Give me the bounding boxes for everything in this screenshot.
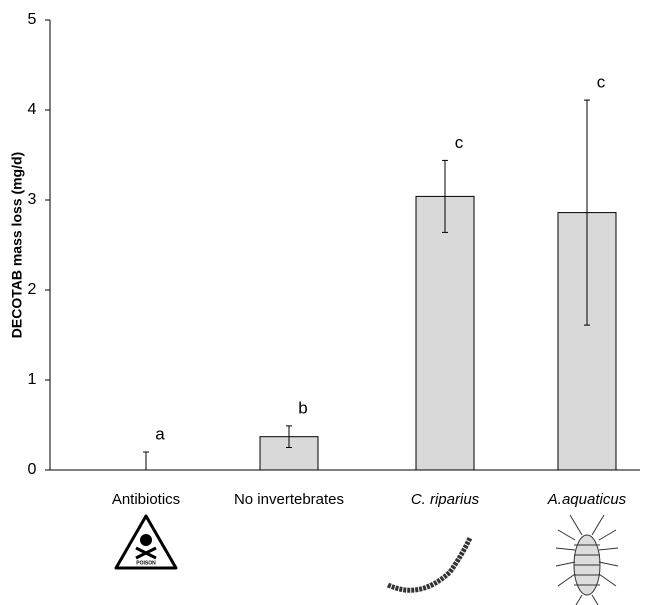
poison-label: POISON — [136, 560, 156, 566]
chart: DECOTAB mass loss (mg/d) POISON 0 1 2 3 4 5 An… — [0, 0, 645, 605]
x-tick-label: Antibiotics — [112, 491, 180, 508]
plot-area — [143, 100, 616, 488]
page: DECOTAB mass loss (mg/d) POISON 0 1 2 3 4 5 An… — [0, 0, 645, 605]
significance-letter: c — [455, 133, 464, 152]
x-tick-label: No invertebrates — [234, 491, 344, 508]
y-axis-label: DECOTAB mass loss (mg/d) — [9, 152, 25, 338]
significance-letter: b — [298, 398, 307, 417]
x-tick-label: C. riparius — [411, 491, 480, 508]
x-tick-label: A.aquaticus — [547, 491, 627, 508]
y-tick-label: 1 — [28, 371, 37, 388]
y-tick-label: 3 — [28, 191, 37, 208]
significance-letter: a — [155, 424, 165, 443]
bar — [416, 196, 474, 470]
y-tick-label: 0 — [28, 461, 37, 478]
larva-icon — [388, 538, 470, 590]
poison-icon: POISON — [116, 516, 176, 568]
significance-letter: c — [597, 73, 606, 92]
isopod-icon — [556, 515, 618, 605]
y-tick-label: 5 — [28, 11, 37, 28]
y-tick-label: 4 — [28, 101, 37, 118]
y-tick-label: 2 — [28, 281, 37, 298]
